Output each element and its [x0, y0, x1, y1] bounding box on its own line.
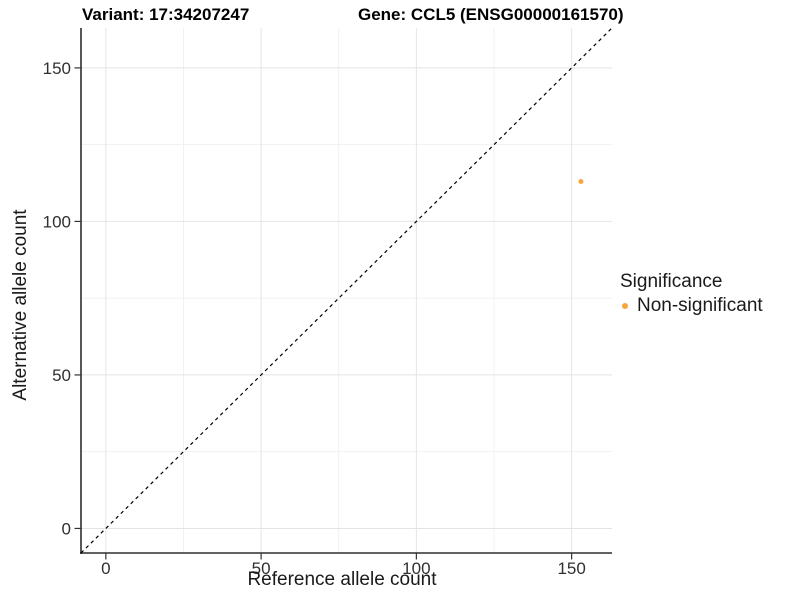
- x-tick-label: 100: [402, 559, 430, 578]
- x-tick-label: 0: [101, 559, 110, 578]
- y-tick-label: 0: [62, 519, 71, 538]
- x-tick-label: 150: [557, 559, 585, 578]
- y-tick-label: 150: [43, 59, 71, 78]
- variant-title: Variant: 17:34207247: [82, 5, 250, 24]
- gene-title: Gene: CCL5 (ENSG00000161570): [358, 5, 624, 24]
- legend-item-non-significant: Non-significant: [620, 295, 763, 316]
- legend: Significance Non-significant: [620, 271, 763, 316]
- y-axis-title: Alternative allele count: [10, 209, 31, 401]
- legend-item-label: Non-significant: [637, 295, 763, 316]
- y-tick-label: 100: [43, 212, 71, 231]
- legend-title: Significance: [620, 271, 723, 292]
- data-point: [578, 179, 584, 185]
- non-significant-dot-icon: [622, 302, 628, 309]
- x-axis-title: Reference allele count: [247, 569, 437, 590]
- x-tick-label: 50: [252, 559, 271, 578]
- y-tick-label: 50: [52, 366, 71, 385]
- identity-reference-line: [80, 27, 613, 554]
